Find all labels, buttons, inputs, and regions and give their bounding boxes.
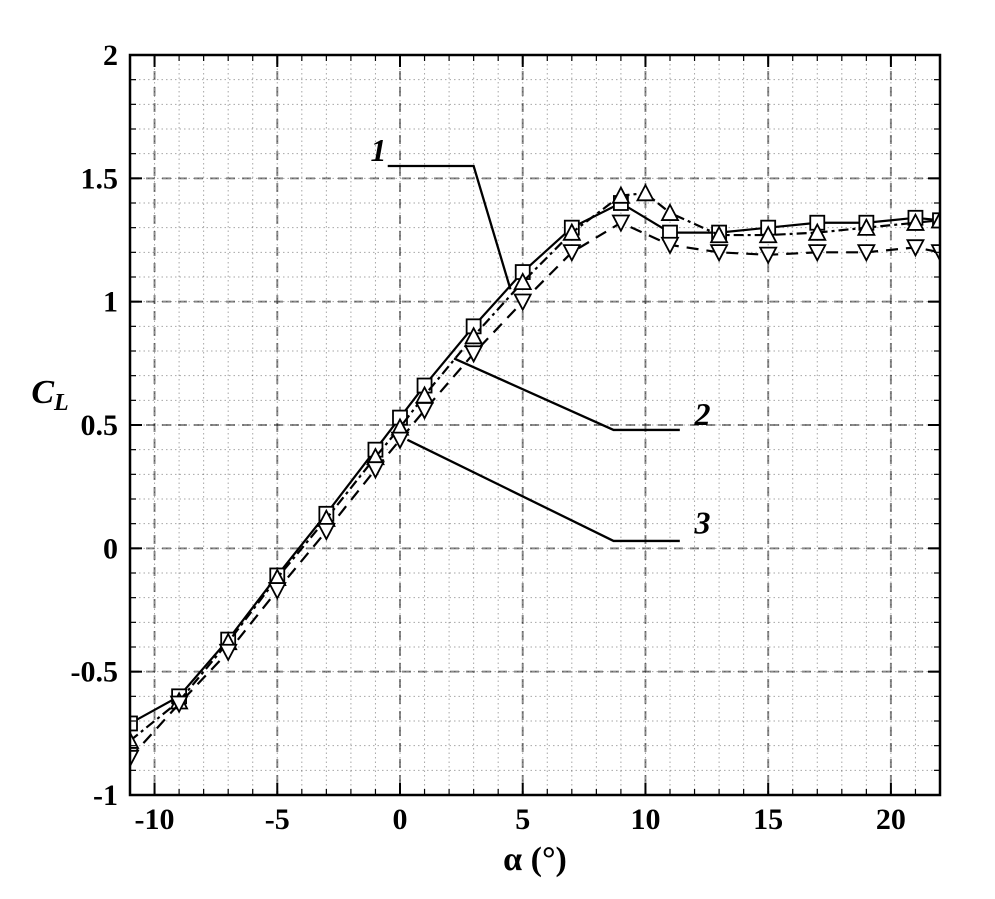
lift-coefficient-chart: 123-10-505101520-1-0.500.511.52α (°)CL [0, 0, 995, 899]
x-tick-label: 15 [753, 803, 783, 836]
annotation-label: 2 [694, 396, 711, 432]
annotation-label: 3 [694, 504, 711, 540]
y-tick-label: 0.5 [81, 409, 119, 442]
y-tick-label: -1 [93, 779, 118, 812]
x-tick-label: -10 [135, 803, 175, 836]
x-tick-label: 10 [630, 803, 660, 836]
chart-svg: 123-10-505101520-1-0.500.511.52α (°)CL [0, 0, 995, 899]
annotation-label: 1 [371, 132, 387, 168]
y-tick-label: 0 [103, 532, 118, 565]
y-tick-label: 1 [103, 286, 118, 319]
x-tick-label: -5 [265, 803, 290, 836]
x-tick-label: 5 [515, 803, 530, 836]
y-tick-label: 2 [103, 39, 118, 72]
x-tick-label: 20 [876, 803, 906, 836]
x-tick-label: 0 [393, 803, 408, 836]
y-tick-label: 1.5 [81, 162, 119, 195]
x-axis-label: α (°) [503, 841, 567, 878]
y-tick-label: -0.5 [71, 656, 119, 689]
